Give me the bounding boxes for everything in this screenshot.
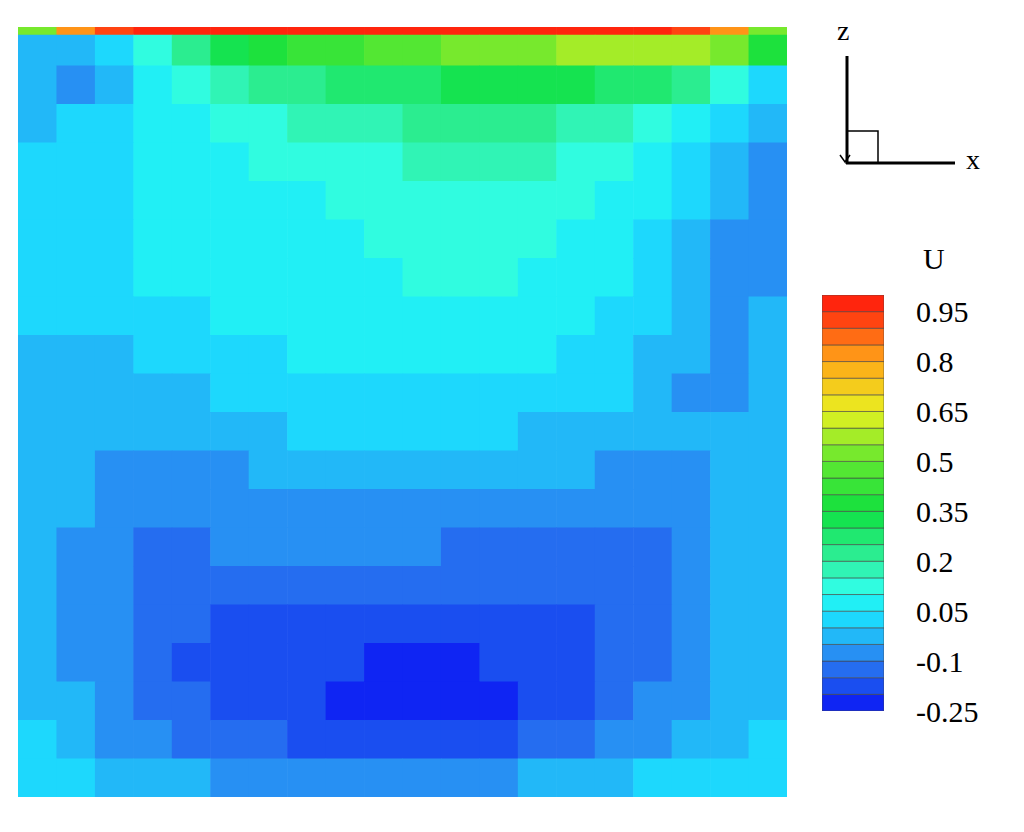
svg-text:0.2: 0.2 (916, 545, 954, 578)
svg-text:0.8: 0.8 (916, 345, 954, 378)
svg-text:0.35: 0.35 (916, 495, 969, 528)
svg-text:0.95: 0.95 (916, 295, 969, 328)
svg-text:z: z (837, 15, 849, 46)
svg-text:0.65: 0.65 (916, 395, 969, 428)
svg-text:x: x (966, 144, 980, 175)
svg-text:0.5: 0.5 (916, 445, 954, 478)
svg-text:-0.25: -0.25 (916, 695, 979, 728)
svg-text:U: U (923, 242, 945, 275)
svg-text:0.05: 0.05 (916, 595, 969, 628)
svg-text:-0.1: -0.1 (916, 645, 964, 678)
